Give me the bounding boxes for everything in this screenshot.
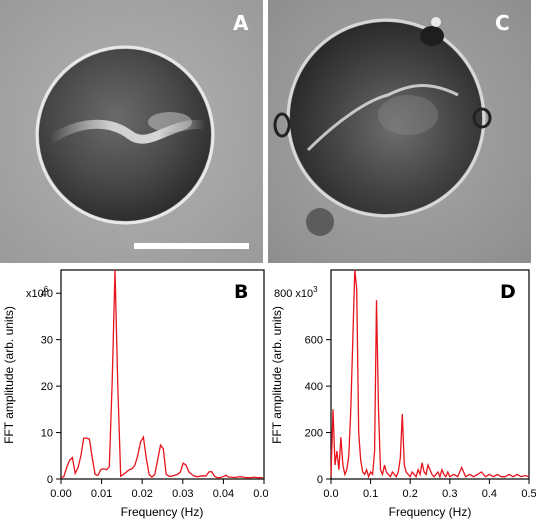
chart-d-y-tick-label: 600 <box>305 335 323 347</box>
chart-b-x-ticks: 0.00 0.01 0.02 0.03 0.04 0.05 <box>50 479 268 500</box>
chart-d-plot-frame <box>330 269 530 480</box>
chart-d-y-tick-label: 0 <box>317 474 323 486</box>
chart-b-y-tick-label: 40 <box>41 288 53 300</box>
chart-d-background <box>268 266 536 521</box>
chart-b-x-tick-label: 0.04 <box>213 488 234 500</box>
chart-b-x-axis-title: Frequency (Hz) <box>121 505 204 519</box>
droplet-c-left-edge-blob <box>273 112 291 138</box>
chart-d-x-tick-label: 0.2 <box>403 488 418 500</box>
chart-b-x-tick-label: 0.01 <box>91 488 112 500</box>
chart-b-panel-label: B <box>234 281 248 303</box>
micrograph-a-image: A <box>0 0 263 263</box>
chart-b-y-tick-label: 30 <box>41 335 53 347</box>
chart-b-y-tick-label: 20 <box>41 381 53 393</box>
chart-d-x-tick-label: 0.0 <box>323 488 338 500</box>
chart-d-x-ticks: 0.0 0.1 0.2 0.3 0.4 0.5 <box>323 479 536 500</box>
chart-d-y-multiplier: 800 x103 <box>274 285 318 300</box>
chart-d-y-tick-label: 400 <box>305 381 323 393</box>
droplet-c-dark-particle <box>420 26 444 46</box>
droplet-c <box>290 22 482 214</box>
chart-b-y-tick-label: 10 <box>41 428 53 440</box>
chart-d-y-tick-label: 200 <box>305 428 323 440</box>
panel-label-c: C <box>495 11 510 35</box>
chart-b-y-multiplier: x106 <box>26 285 49 300</box>
micrograph-c-debris <box>306 208 334 236</box>
chart-d-x-axis-title: Frequency (Hz) <box>389 505 472 519</box>
chart-b-y-tick-label: 0 <box>47 474 53 486</box>
chart-d-y-multiplier-base: 800 x10 <box>274 288 313 300</box>
chart-d-y-ticks: 0 200 400 600 <box>305 335 331 486</box>
chart-b-y-ticks: 0 10 20 30 40 <box>41 288 61 486</box>
droplet-c-highlight <box>378 95 438 135</box>
chart-b-x-tick-label: 0.05 <box>253 488 268 500</box>
scale-bar <box>134 243 249 249</box>
chart-b-x-tick-label: 0.02 <box>131 488 152 500</box>
micrograph-c-image: C <box>268 0 531 263</box>
droplet-c-right-edge-blob <box>472 107 492 129</box>
droplet-a-highlight <box>148 112 192 132</box>
chart-d-x-tick-label: 0.1 <box>363 488 378 500</box>
chart-b-plot-frame <box>60 269 265 480</box>
chart-b-series-line <box>60 269 263 479</box>
chart-d-y-axis-title: FFT amplitude (arb. units) <box>270 306 284 444</box>
droplet-c-filament <box>306 84 459 152</box>
chart-b-y-multiplier-base: x10 <box>26 288 44 300</box>
chart-b-y-multiplier-exp: 6 <box>44 285 49 294</box>
chart-d-series-line <box>330 269 530 479</box>
micrograph-a: A <box>0 0 263 263</box>
chart-b-x-tick-label: 0.00 <box>50 488 71 500</box>
droplet-a-halo <box>35 45 215 225</box>
micrograph-c: C <box>268 0 531 263</box>
chart-d-x-tick-label: 0.5 <box>521 488 536 500</box>
panel-label-a: A <box>233 11 249 35</box>
droplet-c-bright-particle <box>431 17 441 27</box>
chart-b-background <box>0 266 268 521</box>
chart-b-y-axis-title: FFT amplitude (arb. units) <box>2 306 16 444</box>
chart-d-y-multiplier-exp: 3 <box>313 285 318 294</box>
chart-b-x-tick-label: 0.03 <box>172 488 193 500</box>
chart-d: 0.0 0.1 0.2 0.3 0.4 0.5 0 200 400 600 800 x103 D… <box>268 266 536 521</box>
chart-d-x-tick-label: 0.3 <box>442 488 457 500</box>
chart-d-panel-label: D <box>500 281 516 303</box>
chart-d-x-tick-label: 0.4 <box>482 488 497 500</box>
